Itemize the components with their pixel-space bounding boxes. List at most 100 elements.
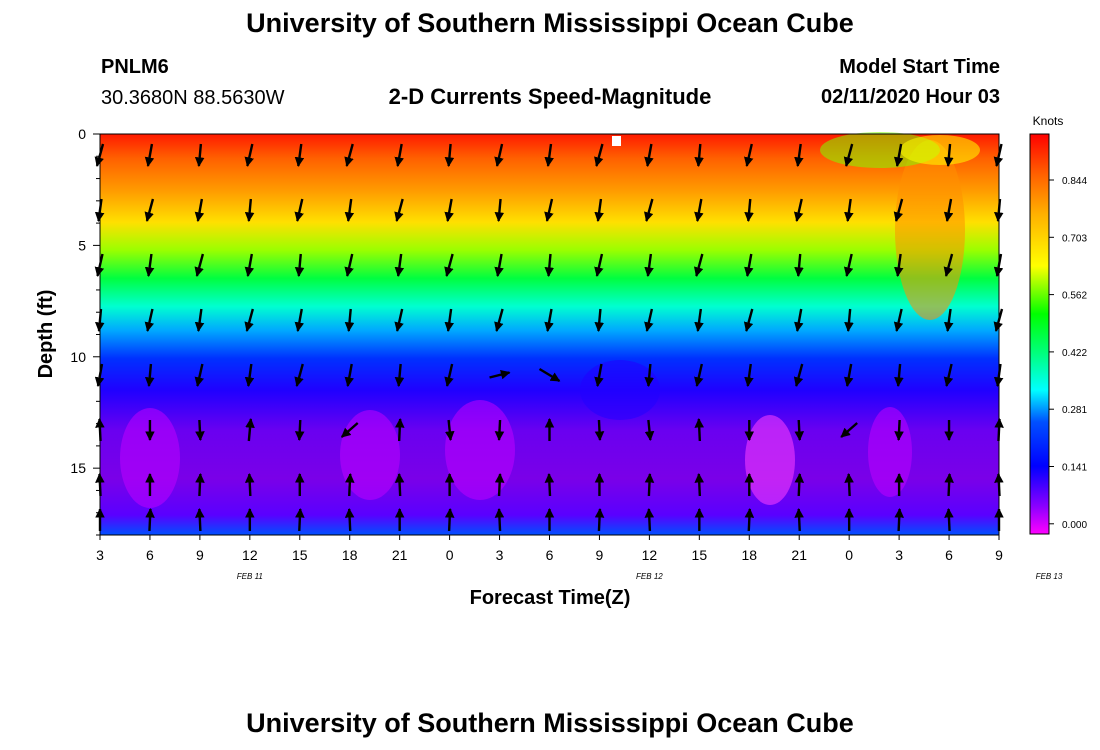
current-arrow	[644, 363, 654, 387]
current-arrow	[793, 363, 804, 387]
current-arrow	[943, 198, 954, 222]
current-arrow	[444, 363, 454, 387]
current-arrow	[294, 419, 305, 441]
current-arrow	[294, 363, 304, 387]
current-arrow	[494, 473, 505, 497]
current-arrow	[345, 473, 355, 497]
current-arrow	[943, 253, 954, 277]
station-coords: 30.3680N 88.5630W	[101, 87, 285, 109]
current-arrow	[244, 363, 255, 387]
current-arrow	[644, 473, 655, 497]
current-arrow	[444, 419, 455, 441]
current-arrow	[594, 253, 604, 277]
current-arrow	[693, 253, 704, 277]
top-title: University of Southern Mississippi Ocean…	[246, 8, 854, 38]
current-arrow	[195, 473, 205, 497]
heatmap-patch-5	[895, 140, 965, 320]
date-label: FEB 11	[237, 572, 263, 581]
date-label: FEB 13	[1036, 572, 1063, 581]
current-arrow	[444, 198, 454, 222]
model-start-value: 02/11/2020 Hour 03	[820, 86, 1000, 108]
current-arrow	[644, 419, 655, 441]
current-arrow	[744, 508, 755, 532]
current-arrow	[794, 473, 805, 497]
x-tick-label: 15	[292, 547, 308, 563]
colorbar-title: Knots	[1033, 114, 1064, 128]
date-label: FEB 12	[636, 572, 663, 581]
current-arrow	[794, 308, 804, 332]
colorbar-tick-label: 0.703	[1062, 233, 1087, 244]
x-tick-label: 0	[446, 547, 454, 563]
current-arrow	[394, 473, 405, 497]
colorbar-tick-label: 0.000	[1062, 520, 1087, 531]
current-arrow	[344, 363, 354, 387]
current-arrow	[294, 308, 305, 332]
x-axis: 3 6 9 12 15 18 21 0 3 6 9 12 15 18 21 0 3 6 9 FEB 11 FEB 12 F…	[96, 535, 1063, 581]
current-arrow	[794, 143, 804, 167]
heatmap-patch-2	[445, 400, 515, 500]
current-arrow	[494, 508, 505, 532]
y-tick-label: 0	[78, 126, 86, 142]
current-arrow	[145, 508, 155, 532]
current-arrow	[744, 253, 754, 277]
current-arrow	[644, 253, 654, 277]
current-arrow	[644, 308, 654, 332]
current-arrow	[294, 198, 304, 222]
x-tick-label: 21	[791, 547, 807, 563]
current-arrow	[444, 508, 455, 532]
current-arrow	[943, 308, 954, 332]
colorbar-tick-label: 0.562	[1062, 291, 1087, 302]
current-arrow	[394, 143, 404, 167]
current-arrow	[544, 308, 554, 332]
current-arrow	[344, 508, 355, 532]
heatmap-patch-3	[745, 415, 795, 505]
current-arrow	[844, 308, 854, 332]
current-arrow	[594, 419, 605, 441]
x-tick-label: 0	[845, 547, 853, 563]
current-arrow	[744, 143, 754, 167]
current-arrow	[544, 198, 554, 222]
current-arrow	[844, 198, 854, 222]
current-arrow	[843, 253, 854, 277]
x-tick-label: 12	[642, 547, 658, 563]
current-arrow	[244, 198, 255, 222]
current-arrow	[494, 253, 504, 277]
current-arrow	[494, 419, 505, 441]
current-arrow	[494, 143, 504, 167]
current-arrow	[794, 508, 804, 532]
current-arrow	[694, 473, 705, 497]
current-arrow	[344, 198, 355, 222]
current-arrow	[340, 422, 359, 438]
current-arrow	[594, 198, 604, 222]
x-tick-label: 15	[692, 547, 708, 563]
station-id: PNLM6	[101, 56, 169, 78]
current-arrow	[744, 198, 754, 222]
current-arrow	[944, 473, 954, 497]
current-arrow	[194, 308, 205, 332]
x-tick-label: 3	[895, 547, 903, 563]
current-arrow	[294, 253, 305, 277]
y-tick-label: 10	[70, 349, 86, 365]
current-arrow	[544, 473, 555, 497]
y-axis: 0 5 10 15	[70, 126, 100, 536]
current-arrow	[494, 308, 504, 332]
current-arrow	[894, 253, 904, 277]
current-arrow	[944, 508, 954, 532]
current-arrow	[344, 308, 355, 332]
current-arrow	[594, 143, 604, 167]
missing-data-cell	[612, 136, 621, 146]
current-arrow	[194, 143, 205, 167]
current-arrow	[943, 363, 954, 387]
current-arrow	[544, 253, 555, 277]
x-tick-label: 6	[546, 547, 554, 563]
heatmap-patch-8	[580, 360, 660, 420]
heatmap-patch-0	[120, 408, 180, 508]
current-arrow	[244, 308, 254, 332]
current-arrow	[894, 419, 904, 441]
current-arrow	[694, 143, 704, 167]
current-arrow	[794, 253, 804, 277]
current-arrow	[394, 253, 405, 277]
heatmap-patch-1	[340, 410, 400, 500]
current-arrow	[644, 198, 654, 222]
current-arrow	[444, 308, 455, 332]
